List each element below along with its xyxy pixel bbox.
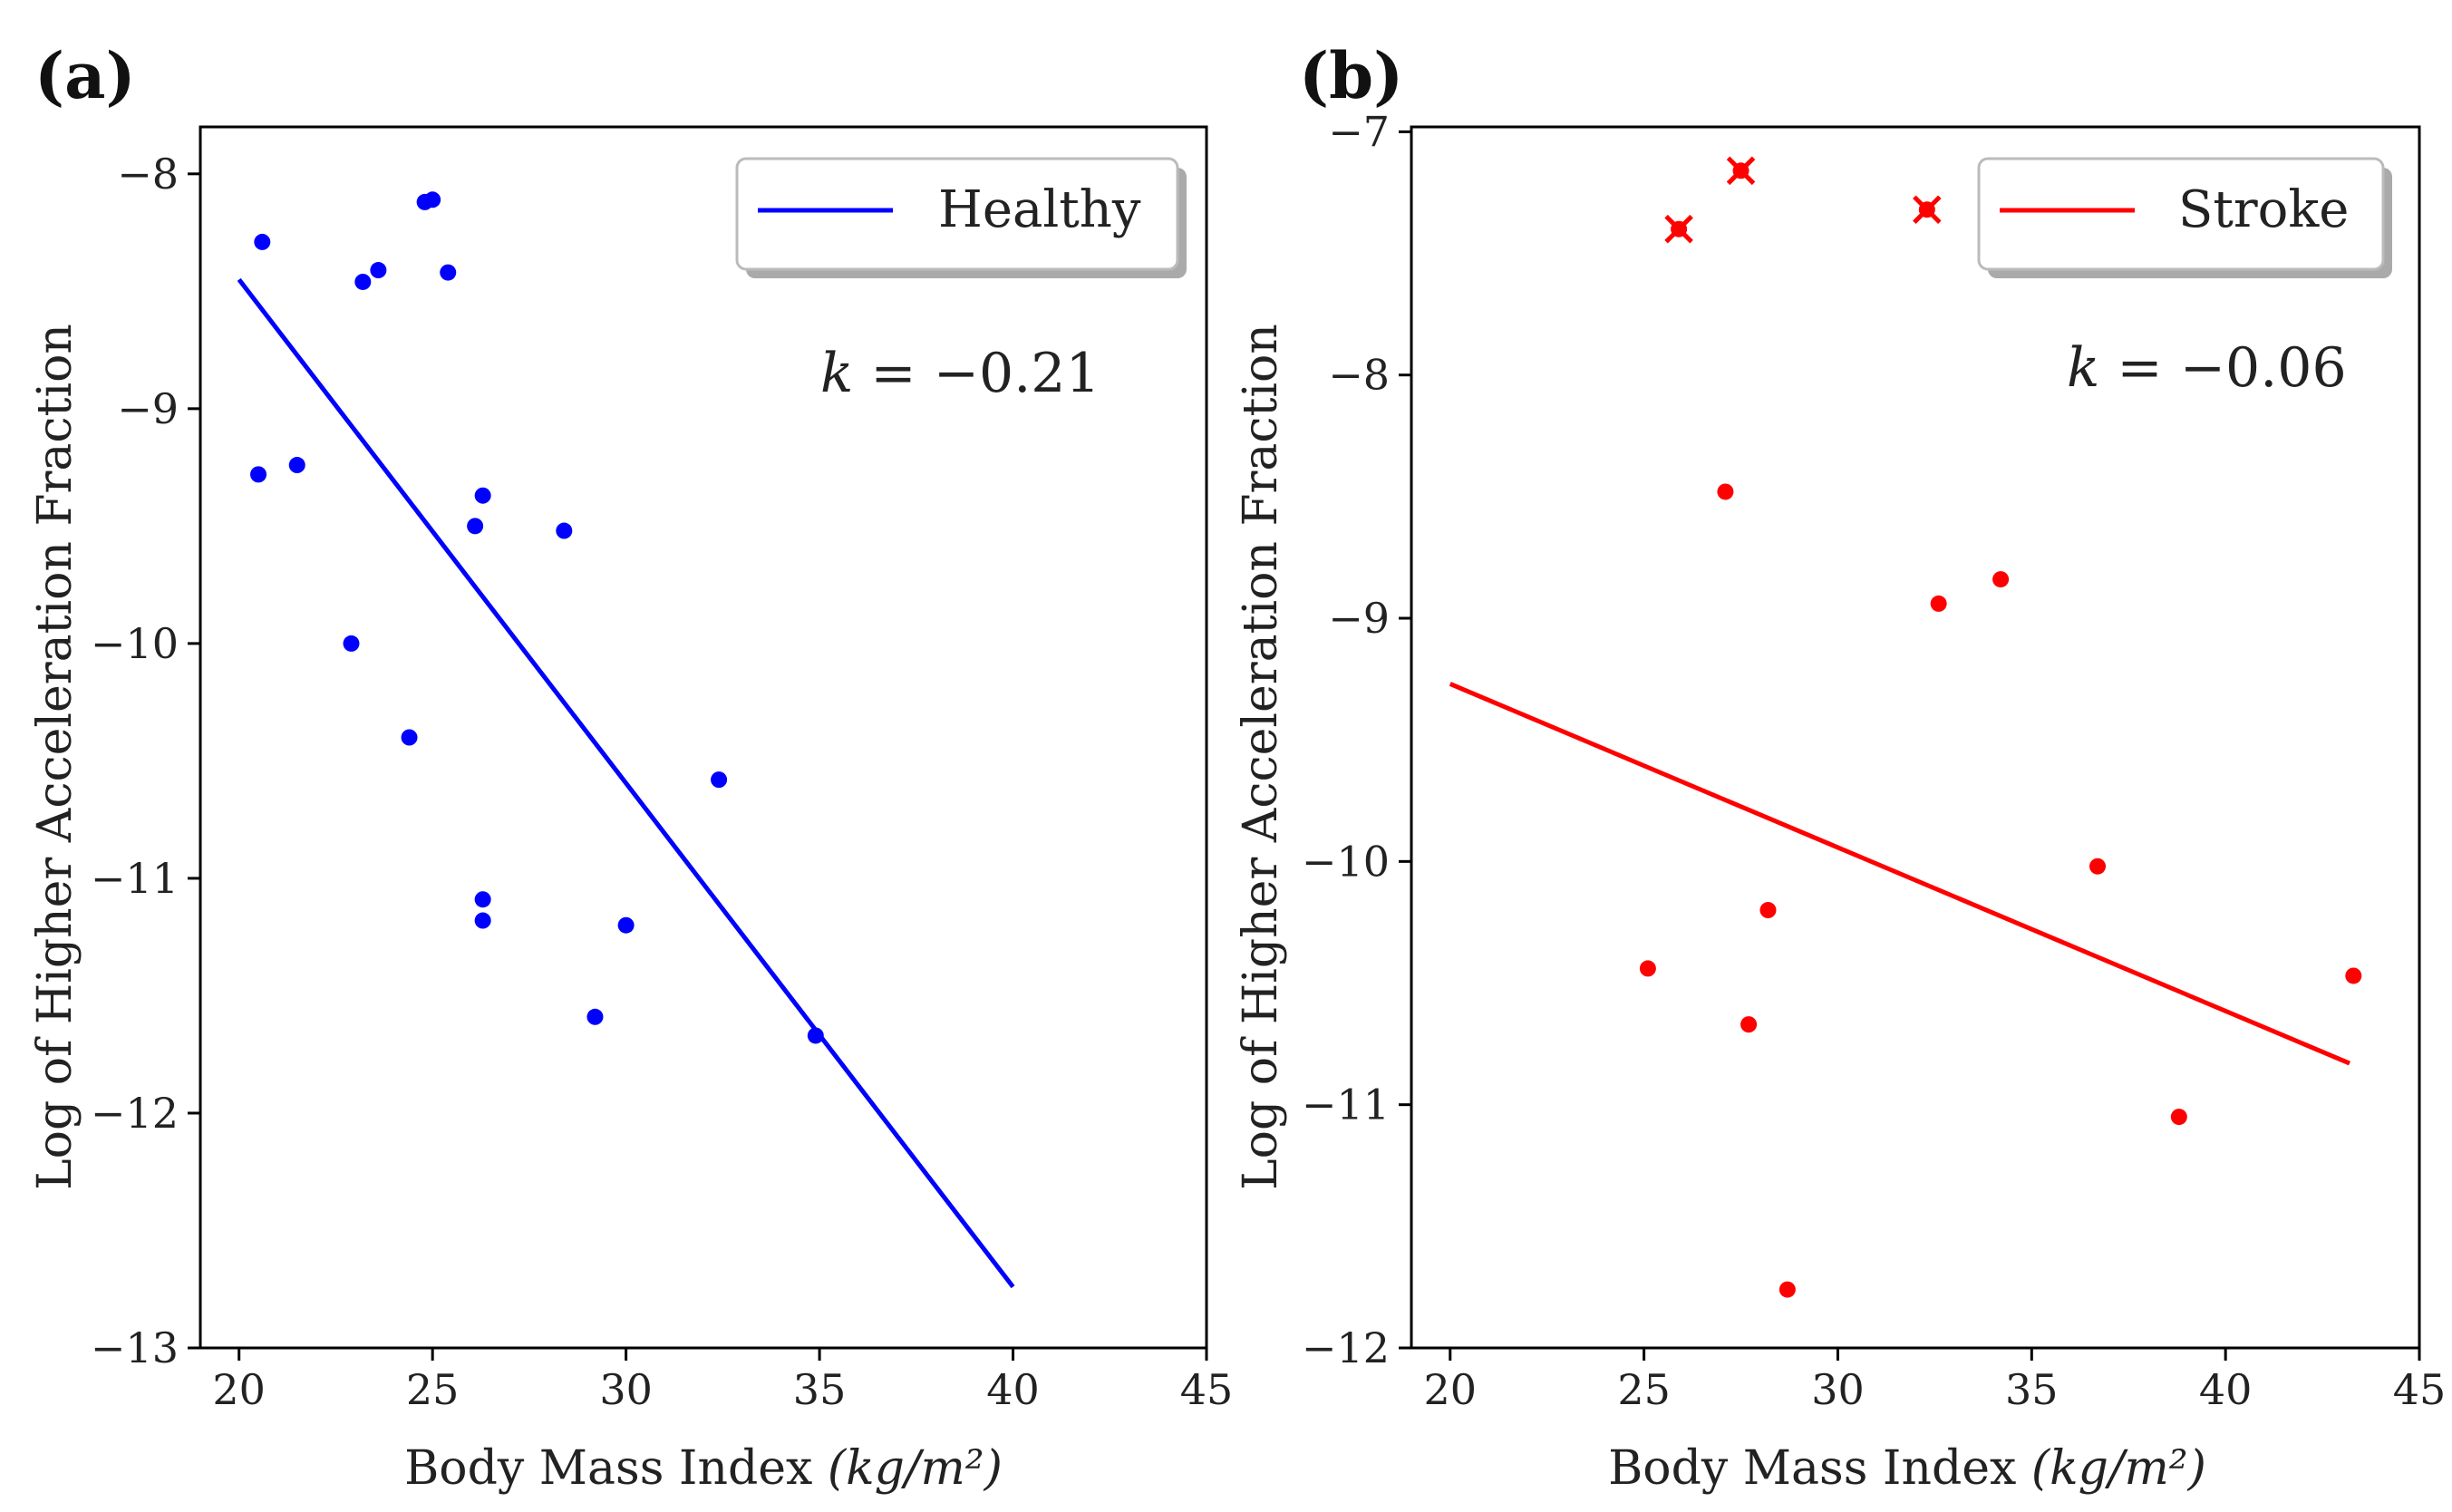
point-layer bbox=[250, 191, 824, 1044]
x-axis-label: Body Mass Index (kg/m²) bbox=[1608, 1441, 2206, 1496]
outlier-point bbox=[1664, 214, 1693, 244]
legend: Healthy bbox=[735, 157, 1187, 278]
data-point bbox=[474, 891, 491, 908]
x-tick-label: 20 bbox=[212, 1365, 266, 1414]
data-point bbox=[1740, 1016, 1758, 1033]
y-tick-label: −11 bbox=[91, 854, 179, 903]
slope-symbol: k bbox=[820, 342, 853, 405]
data-point bbox=[343, 635, 360, 652]
y-tick-label: −10 bbox=[91, 619, 179, 668]
plot-frame bbox=[199, 125, 1208, 1350]
data-point bbox=[1759, 902, 1777, 919]
y-tick-label: −9 bbox=[1328, 594, 1390, 643]
outlier-point bbox=[1726, 156, 1756, 186]
data-point bbox=[254, 233, 271, 250]
data-point bbox=[250, 466, 267, 483]
fit-line bbox=[237, 277, 1015, 1289]
x-tick-label: 25 bbox=[406, 1365, 460, 1414]
x-axis-label: Body Mass Index (kg/m²) bbox=[404, 1441, 1003, 1496]
y-tick-label: −12 bbox=[91, 1089, 179, 1138]
data-point bbox=[1778, 1281, 1796, 1298]
fit-layer bbox=[1449, 682, 2350, 1066]
data-point bbox=[401, 729, 418, 746]
x-tick-label: 40 bbox=[986, 1365, 1040, 1414]
legend-box bbox=[735, 157, 1179, 271]
plot-frame bbox=[1410, 125, 2421, 1350]
data-point bbox=[807, 1027, 824, 1044]
x-tick-label: 40 bbox=[2199, 1365, 2253, 1414]
data-point bbox=[1639, 960, 1656, 977]
fit-layer bbox=[237, 277, 1015, 1289]
y-tick-label: −11 bbox=[1302, 1081, 1390, 1129]
x-tick-label: 25 bbox=[1617, 1365, 1671, 1414]
x-axis-label-unit: (kg/m²) bbox=[828, 1441, 1003, 1496]
legend-label-healthy: Healthy bbox=[938, 180, 1141, 239]
panel-b: (b) 20 25 30 35 40 45 −7 −8 −9 −10 −11 −12 Stroke k… bbox=[1234, 38, 2446, 1496]
y-tick-label: −10 bbox=[1302, 837, 1390, 886]
data-point bbox=[556, 522, 573, 539]
data-point bbox=[474, 912, 491, 929]
data-point bbox=[586, 1008, 604, 1025]
x-tick-label: 30 bbox=[1811, 1365, 1865, 1414]
panel-label: (b) bbox=[1299, 38, 1403, 113]
data-point bbox=[1992, 571, 2010, 588]
data-point bbox=[288, 457, 305, 474]
outlier-dot bbox=[1918, 201, 1935, 218]
data-point bbox=[467, 518, 484, 535]
legend: Stroke bbox=[1977, 157, 2392, 278]
panel-a: (a) 20 25 30 35 40 45 −8 −9 −10 −11 −12 −13 Healthy… bbox=[28, 38, 1233, 1496]
x-tick-label: 20 bbox=[1423, 1365, 1477, 1414]
y-tick-label: −8 bbox=[117, 150, 179, 199]
y-tick-label: −13 bbox=[91, 1323, 179, 1372]
y-axis-label: Log of Higher Acceleration Fraction bbox=[1234, 324, 1288, 1190]
slope-annotation: k = −0.21 bbox=[820, 342, 1100, 405]
data-point bbox=[617, 916, 635, 934]
x-tick-label: 35 bbox=[2005, 1365, 2059, 1414]
data-point bbox=[440, 264, 457, 281]
slope-value: = −0.21 bbox=[853, 342, 1100, 405]
fit-line bbox=[1449, 682, 2350, 1066]
y-axis-label: Log of Higher Acceleration Fraction bbox=[28, 324, 82, 1190]
x-axis-label-main: Body Mass Index bbox=[1608, 1441, 2031, 1496]
data-point bbox=[2170, 1109, 2187, 1126]
y-tick-label: −12 bbox=[1302, 1323, 1390, 1372]
slope-annotation: k = −0.06 bbox=[2067, 336, 2347, 400]
y-tick-label: −9 bbox=[117, 384, 179, 433]
outlier-dot bbox=[1732, 162, 1749, 179]
legend-box bbox=[1977, 157, 2385, 271]
legend-label-stroke: Stroke bbox=[2178, 180, 2349, 239]
tick-layer: 20 25 30 35 40 45 −8 −9 −10 −11 −12 −13 bbox=[91, 150, 1233, 1414]
slope-value: = −0.06 bbox=[2099, 336, 2346, 400]
x-tick-label: 45 bbox=[2393, 1365, 2447, 1414]
data-point bbox=[1717, 483, 1734, 500]
data-point bbox=[424, 191, 441, 208]
x-axis-label-main: Body Mass Index bbox=[404, 1441, 828, 1496]
y-tick-label: −7 bbox=[1328, 107, 1390, 156]
slope-symbol: k bbox=[2067, 336, 2099, 400]
x-tick-label: 45 bbox=[1180, 1365, 1234, 1414]
data-point bbox=[1930, 595, 1947, 612]
point-layer bbox=[1639, 156, 2362, 1298]
x-tick-label: 30 bbox=[599, 1365, 653, 1414]
y-tick-label: −8 bbox=[1328, 351, 1390, 400]
outlier-point bbox=[1913, 195, 1942, 224]
tick-layer: 20 25 30 35 40 45 −7 −8 −9 −10 −11 −12 bbox=[1302, 107, 2446, 1414]
data-point bbox=[2089, 858, 2107, 875]
data-point bbox=[370, 262, 387, 279]
panel-label: (a) bbox=[34, 38, 136, 113]
data-point bbox=[711, 771, 728, 789]
data-point bbox=[474, 487, 491, 504]
data-point bbox=[2345, 967, 2362, 984]
x-tick-label: 35 bbox=[793, 1365, 847, 1414]
outlier-dot bbox=[1671, 220, 1688, 237]
data-point bbox=[354, 273, 372, 290]
x-axis-label-unit: (kg/m²) bbox=[2031, 1441, 2206, 1496]
